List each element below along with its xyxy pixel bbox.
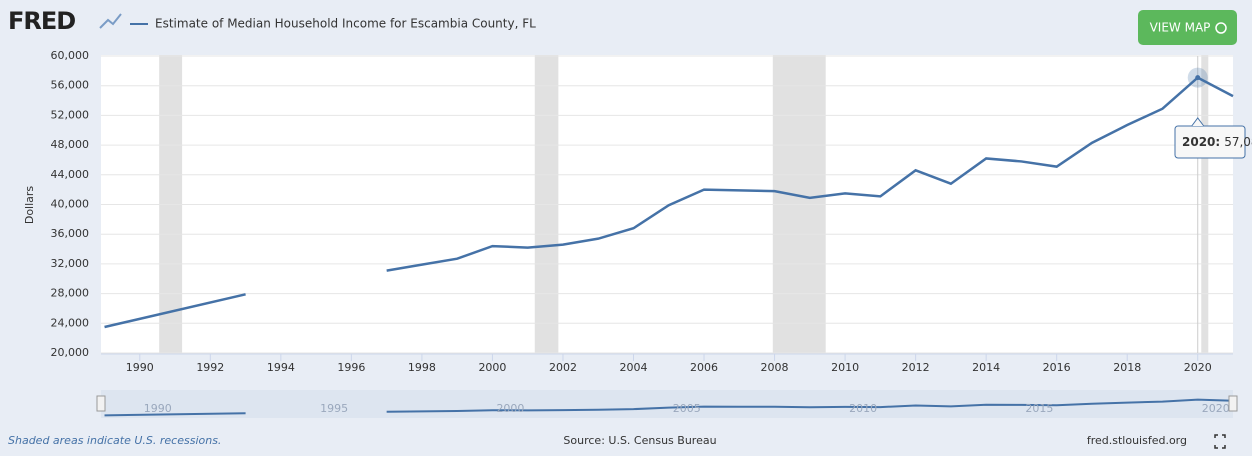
navigator-tick-label: 1995 (320, 402, 348, 415)
x-tick-label: 2016 (1043, 361, 1071, 374)
x-tick-label: 2004 (619, 361, 647, 374)
navigator-tick-label: 2020 (1202, 402, 1230, 415)
navigator-tick-label: 2015 (1025, 402, 1053, 415)
y-tick-label: 56,000 (51, 79, 90, 92)
x-tick-label: 2002 (549, 361, 577, 374)
x-tick-label: 2018 (1113, 361, 1141, 374)
y-tick-label: 32,000 (51, 257, 90, 270)
navigator-handle[interactable] (96, 395, 106, 412)
hover-point (1195, 75, 1201, 81)
x-tick-label: 1996 (337, 361, 365, 374)
navigator[interactable] (101, 390, 1233, 418)
navigator-tick-label: 2005 (673, 402, 701, 415)
navigator-handle[interactable] (1228, 395, 1238, 412)
footer-note: Shaded areas indicate U.S. recessions. (8, 434, 221, 447)
globe-icon[interactable] (1215, 22, 1227, 34)
y-tick-label: 40,000 (51, 198, 90, 211)
source: Source: U.S. Census Bureau (563, 434, 716, 447)
navigator-tick-label: 2000 (496, 402, 524, 415)
navigator-tick-label: 1990 (144, 402, 172, 415)
view-map-button[interactable] (1138, 10, 1237, 45)
navigator-tick-label: 2010 (849, 402, 877, 415)
navigator-line (104, 398, 1234, 417)
x-tick-label: 1992 (196, 361, 224, 374)
x-tick-label: 2020 (1184, 361, 1212, 374)
x-tick-label: 2006 (690, 361, 718, 374)
y-tick-label: 36,000 (51, 227, 90, 240)
y-tick-label: 44,000 (51, 168, 90, 181)
x-tick-label: 2000 (478, 361, 506, 374)
tooltip-title: 2020: (1182, 135, 1220, 149)
tooltip-value: 57,089 (1224, 135, 1252, 149)
y-tick-label: 24,000 (51, 316, 90, 329)
data-line (104, 76, 1234, 329)
fullscreen-icon[interactable] (1214, 434, 1226, 449)
tooltip: 2020: 57,089 (1182, 135, 1252, 149)
x-tick-label: 1990 (126, 361, 154, 374)
tooltip-pointer (1191, 117, 1205, 127)
x-tick-label: 2014 (972, 361, 1000, 374)
site: fred.stlouisfed.org (1087, 434, 1187, 447)
brand: FRED (8, 7, 75, 35)
x-tick-label: 2012 (902, 361, 930, 374)
y-tick-label: 52,000 (51, 108, 90, 121)
button-label[interactable]: VIEW MAP (1150, 21, 1211, 35)
y-tick-label: 20,000 (51, 346, 90, 359)
tooltip-box (1174, 125, 1246, 159)
y-tick-label: 48,000 (51, 138, 90, 151)
brand-icon (99, 13, 122, 29)
x-tick-label: 2010 (831, 361, 859, 374)
x-tick-label: 1994 (267, 361, 295, 374)
y-tick-label: 28,000 (51, 287, 90, 300)
y-axis-label: Dollars (23, 186, 36, 225)
y-tick-label: 60,000 (51, 49, 90, 62)
legend-label: Estimate of Median Household Income for … (155, 17, 536, 31)
x-tick-label: 1998 (408, 361, 436, 374)
x-tick-label: 2008 (761, 361, 789, 374)
